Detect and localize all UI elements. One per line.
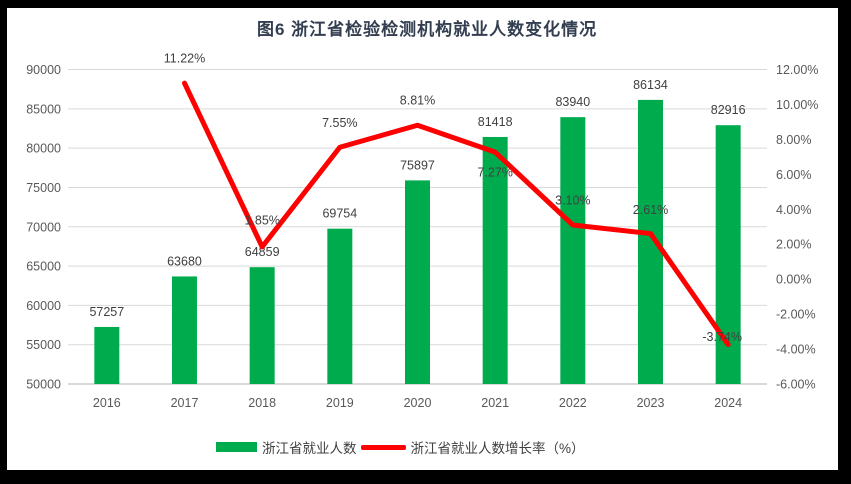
chart-title: 图6 浙江省检验检测机构就业人数变化情况 (257, 20, 598, 39)
right-axis-tick: 6.00% (776, 168, 811, 182)
x-axis-label-2019: 2019 (326, 396, 354, 410)
x-axis-label-2016: 2016 (93, 396, 121, 410)
x-axis-label-2024: 2024 (714, 396, 742, 410)
right-axis-tick: 0.00% (776, 273, 811, 287)
bar-label-2024: 82916 (711, 103, 746, 117)
line-label-2023: 2.61% (633, 203, 668, 217)
bar-label-2016: 57257 (89, 305, 124, 319)
bar-label-2022: 83940 (555, 95, 590, 109)
right-axis-tick: -2.00% (776, 308, 816, 322)
bar-series-swatch (216, 442, 257, 452)
x-axis-label-2018: 2018 (248, 396, 276, 410)
x-axis-label-2023: 2023 (637, 396, 665, 410)
bar-2017 (172, 276, 197, 384)
bar-2022 (560, 117, 586, 384)
line-series-swatch (360, 444, 406, 450)
chart-canvas: 图6 浙江省检验检测机构就业人数变化情况 90000 85000 80000 7500… (7, 8, 838, 470)
line-label-2021: 7.27% (477, 166, 512, 180)
line-label-2022: 3.10% (555, 194, 590, 208)
bar-label-2019: 69754 (322, 207, 357, 221)
right-axis-tick: -6.00% (776, 378, 816, 392)
left-axis-tick: 55000 (26, 338, 61, 352)
bar-label-2021: 81418 (478, 115, 513, 129)
left-axis-tick: 60000 (26, 299, 61, 313)
x-axis-label-2022: 2022 (559, 396, 587, 410)
line-label-2024: -3.74% (702, 330, 742, 344)
legend-item-line-series: 浙江省就业人数增长率（%） (357, 437, 585, 457)
right-axis-tick: 8.00% (776, 133, 811, 147)
bar-label-2018: 64859 (245, 245, 280, 259)
legend-item-bar-series: 浙江省就业人数 (216, 437, 357, 457)
left-axis-tick: 50000 (26, 378, 61, 392)
bar-label-2023: 86134 (633, 78, 668, 92)
right-axis-tick: -4.00% (776, 343, 816, 357)
line-label-2017: 11.22% (164, 52, 205, 66)
left-axis-tick: 90000 (26, 63, 61, 77)
bar-2020 (405, 180, 430, 384)
bar-2021 (482, 136, 508, 384)
left-axis-tick: 85000 (26, 102, 61, 116)
bar-2018 (249, 267, 275, 384)
legend: 浙江省就业人数 浙江省就业人数增长率（%） (7, 434, 838, 460)
line-label-2018: 1.85% (244, 213, 279, 227)
right-axis-tick: 2.00% (776, 238, 811, 252)
bar-series-label: 浙江省就业人数 (262, 441, 357, 456)
chart-svg: 90000 85000 80000 75000 70000 65000 60000 55000… (26, 52, 818, 410)
x-axis-label-2021: 2021 (481, 396, 509, 410)
line-label-2019: 7.55% (322, 116, 357, 130)
right-axis-tick: 4.00% (776, 203, 811, 217)
left-axis-tick: 75000 (26, 181, 61, 195)
bar-label-2020: 75897 (400, 158, 435, 172)
line-series-label: 浙江省就业人数增长率（%） (410, 441, 585, 456)
bar-2019 (327, 228, 353, 384)
x-axis-label-2020: 2020 (404, 396, 432, 410)
left-axis-tick: 70000 (26, 220, 61, 234)
x-axis-label-2017: 2017 (171, 396, 199, 410)
line-label-2020: 8.81% (400, 94, 435, 108)
growth-rate-line (182, 80, 731, 348)
left-axis-tick: 65000 (26, 260, 61, 274)
right-axis-tick: 10.00% (776, 98, 818, 112)
left-axis-tick: 80000 (26, 142, 61, 156)
bar-2016 (94, 326, 120, 384)
bar-label-2017: 63680 (167, 254, 202, 268)
right-axis-tick: 12.00% (776, 63, 818, 77)
